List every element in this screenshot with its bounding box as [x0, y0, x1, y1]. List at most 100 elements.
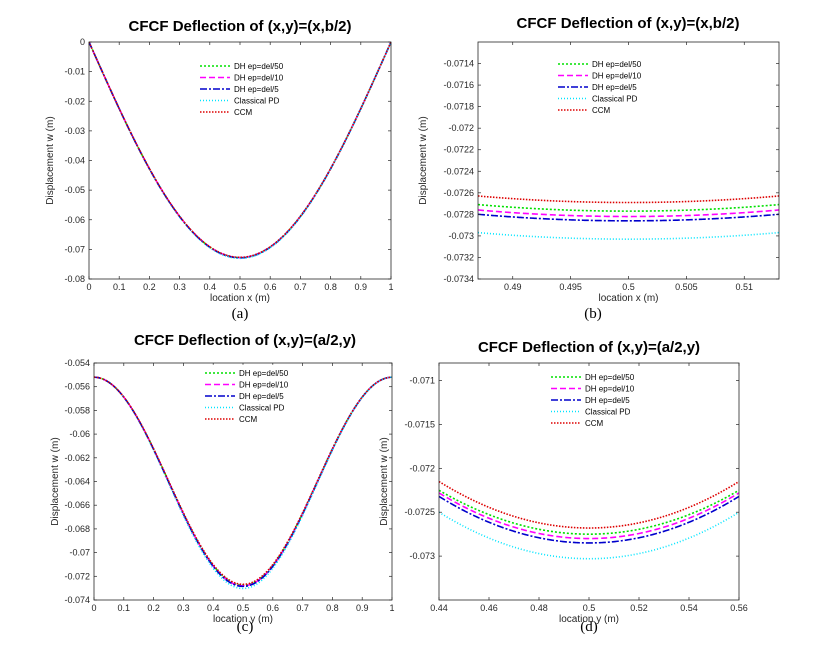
chart-title: CFCF Deflection of (x,y)=(a/2,y) [478, 339, 700, 356]
series-line [478, 203, 779, 212]
y-tick-label: -0.072 [64, 571, 90, 581]
series-line [478, 195, 779, 204]
legend: DH ep=del/50 DH ep=del/10 DH ep=del/5 Class… [200, 364, 289, 430]
y-tick-label: -0.073 [409, 551, 435, 561]
x-tick-label: 0.8 [326, 603, 339, 613]
x-tick-label: 0.56 [730, 603, 748, 613]
y-tick-label: -0.071 [409, 376, 435, 386]
y-tick-label: -0.0714 [443, 59, 474, 69]
x-tick-label: 1 [389, 603, 394, 613]
y-tick-label: -0.04 [64, 156, 85, 166]
legend-label: CCM [585, 419, 604, 428]
y-tick-label: -0.072 [448, 123, 474, 133]
x-axis-label: location x (m) [598, 293, 658, 304]
legend-label: DH ep=del/50 [239, 369, 289, 378]
y-axis-label: Displacement w (m) [379, 437, 390, 525]
series-line [94, 376, 392, 586]
x-tick-label: 0.5 [583, 603, 596, 613]
y-axis-label: Displacement w (m) [50, 437, 61, 525]
series-line [89, 42, 391, 260]
x-tick-label: 0.1 [118, 603, 131, 613]
y-tick-label: -0.0728 [443, 209, 474, 219]
panel-c: CFCF Deflection of (x,y)=(a/2,y) 0 0.1 0.2 0… [50, 332, 395, 635]
chart-title: CFCF Deflection of (x,y)=(x,b/2) [129, 18, 352, 35]
x-tick-label: 0.2 [143, 282, 156, 292]
legend: DH ep=del/50 DH ep=del/10 DH ep=del/5 Class… [553, 55, 642, 121]
legend-label: DH ep=del/10 [239, 381, 289, 390]
series-line [89, 42, 391, 259]
series-line [439, 495, 739, 544]
x-tick-label: 0.505 [675, 282, 698, 292]
x-tick-label: 0.5 [237, 603, 250, 613]
y-tick-label: -0.06 [64, 215, 85, 225]
legend: DH ep=del/50 DH ep=del/10 DH ep=del/5 Class… [195, 57, 284, 123]
y-tick-label: -0.0716 [443, 80, 474, 90]
legend-label: Classical PD [585, 408, 631, 417]
legend-label: DH ep=del/50 [585, 373, 635, 382]
panel-caption: (d) [580, 619, 598, 635]
legend-label: DH ep=del/5 [239, 392, 284, 401]
y-tick-label: -0.054 [64, 358, 90, 368]
x-tick-label: 0.5 [622, 282, 635, 292]
x-axis-label: location y (m) [559, 614, 619, 625]
series-line [439, 480, 739, 529]
legend-label: DH ep=del/10 [592, 72, 642, 81]
x-tick-label: 0.44 [430, 603, 448, 613]
y-tick-label: -0.066 [64, 500, 90, 510]
y-axis-label: Displacement w (m) [45, 116, 56, 204]
series-group [439, 480, 739, 560]
legend-label: Classical PD [234, 97, 280, 106]
x-tick-label: 1 [388, 282, 393, 292]
y-axis-label: Displacement w (m) [418, 116, 429, 204]
legend: DH ep=del/50 DH ep=del/10 DH ep=del/5 Class… [546, 368, 635, 434]
y-tick-label: -0.0715 [404, 419, 435, 429]
x-tick-label: 0.49 [504, 282, 522, 292]
x-tick-label: 0.9 [355, 282, 368, 292]
y-tick-label: -0.0722 [443, 145, 474, 155]
chart-title: CFCF Deflection of (x,y)=(a/2,y) [134, 332, 356, 349]
y-tick-label: -0.01 [64, 67, 85, 77]
y-tick-label: -0.058 [64, 405, 90, 415]
x-tick-label: 0.6 [267, 603, 280, 613]
y-tick-label: -0.02 [64, 96, 85, 106]
series-line [478, 231, 779, 240]
series-group [94, 376, 392, 590]
y-tick-label: -0.0724 [443, 166, 474, 176]
y-tick-label: -0.0718 [443, 102, 474, 112]
legend-label: DH ep=del/10 [585, 385, 635, 394]
y-tick-label: -0.068 [64, 524, 90, 534]
x-tick-label: 0.9 [356, 603, 369, 613]
legend-label: CCM [239, 415, 258, 424]
y-tick-label: -0.062 [64, 453, 90, 463]
legend-label: DH ep=del/50 [234, 62, 284, 71]
panel-a: CFCF Deflection of (x,y)=(x,b/2) 0 0.1 0.2 0… [45, 18, 394, 322]
x-tick-label: 0 [91, 603, 96, 613]
x-tick-label: 0.46 [480, 603, 498, 613]
y-tick-label: -0.073 [448, 231, 474, 241]
x-tick-label: 0.3 [173, 282, 186, 292]
legend-label: DH ep=del/10 [234, 74, 284, 83]
x-tick-label: 0 [86, 282, 91, 292]
x-tick-label: 0.6 [264, 282, 277, 292]
series-line [439, 511, 739, 560]
y-tick-label: -0.0734 [443, 274, 474, 284]
legend-label: CCM [592, 106, 611, 115]
y-tick-label: -0.07 [69, 548, 90, 558]
x-tick-label: 0.7 [296, 603, 309, 613]
legend-label: DH ep=del/5 [585, 396, 630, 405]
x-axis-label: location x (m) [210, 293, 270, 304]
panel-b: CFCF Deflection of (x,y)=(x,b/2) 0.49 0.49… [418, 15, 780, 322]
legend-label: DH ep=del/5 [234, 85, 279, 94]
x-tick-label: 0.4 [204, 282, 217, 292]
y-tick-label: -0.06 [69, 429, 90, 439]
y-tick-label: -0.05 [64, 185, 85, 195]
y-tick-label: 0 [80, 37, 85, 47]
series-group [478, 195, 779, 240]
panel-caption: (a) [232, 306, 249, 322]
x-tick-label: 0.8 [324, 282, 337, 292]
x-tick-label: 0.51 [736, 282, 754, 292]
x-tick-label: 0.3 [177, 603, 190, 613]
legend-label: Classical PD [592, 95, 638, 104]
y-tick-label: -0.08 [64, 274, 85, 284]
legend-label: CCM [234, 108, 253, 117]
